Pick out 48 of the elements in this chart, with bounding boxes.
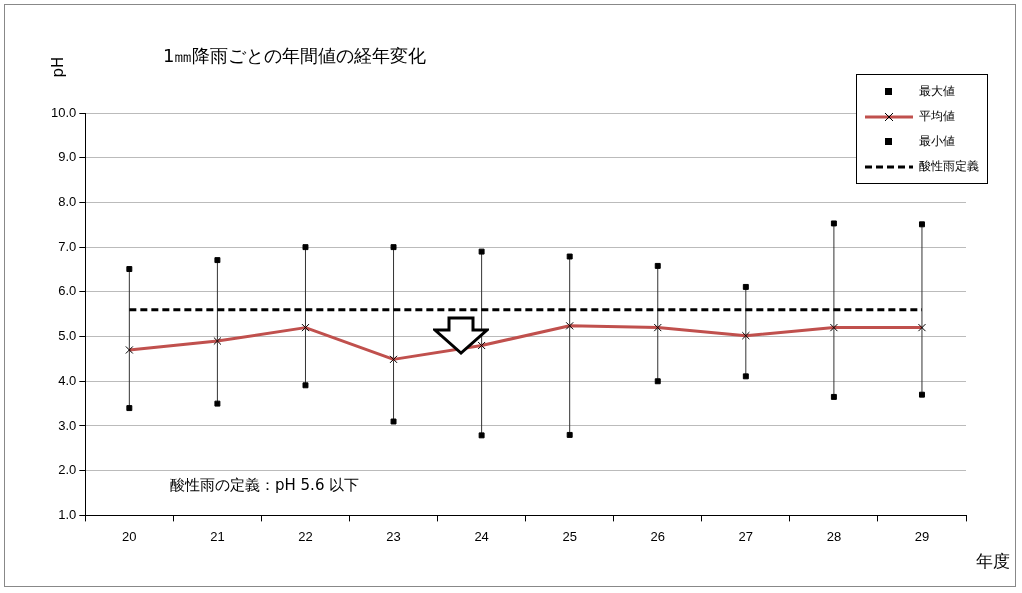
x-tick-label: 21	[210, 528, 225, 544]
x-axis-title: 年度	[976, 550, 1010, 573]
point	[742, 373, 749, 380]
legend-label: 平均値	[919, 108, 955, 125]
y-tick-label: 10.0	[50, 104, 77, 120]
point	[126, 266, 133, 273]
point	[654, 262, 661, 269]
annotation: 酸性雨の定義：pH 5.6 以下	[170, 476, 360, 495]
x-tick-label: 29	[914, 528, 930, 544]
point	[390, 244, 397, 251]
x-tick-label: 24	[474, 528, 489, 544]
point	[302, 382, 309, 389]
x-tick-label: 27	[738, 528, 754, 544]
y-tick-label: 9.0	[58, 149, 77, 165]
x-tick-label: 23	[386, 528, 401, 544]
point	[830, 220, 837, 227]
y-tick-label: 2.0	[58, 462, 77, 478]
chart-title: 1㎜降雨ごとの年間値の経年変化	[163, 44, 427, 68]
point	[478, 248, 485, 255]
y-tick-label: 4.0	[58, 372, 77, 388]
legend-label: 酸性雨定義	[919, 158, 979, 175]
y-tick-label: 5.0	[58, 328, 77, 344]
point	[566, 253, 573, 260]
x-tick-label: 28	[826, 528, 842, 544]
point	[918, 221, 925, 228]
legend-label: 最大値	[919, 83, 955, 100]
legend-label: 最小値	[919, 133, 955, 150]
point	[918, 391, 925, 398]
y-axis-title: pH	[49, 56, 68, 78]
point	[390, 418, 397, 425]
point	[214, 257, 221, 264]
y-tick-label: 3.0	[58, 417, 77, 433]
x-tick-label: 25	[562, 528, 577, 544]
point	[214, 400, 221, 407]
point	[478, 432, 485, 439]
x-tick-label: 22	[298, 528, 313, 544]
point	[126, 405, 133, 412]
point	[566, 431, 573, 438]
point	[830, 393, 837, 400]
x-tick-label: 26	[650, 528, 665, 544]
y-tick-label: 6.0	[58, 283, 77, 299]
point	[654, 378, 661, 385]
point	[302, 244, 309, 251]
y-tick-label: 7.0	[58, 238, 77, 254]
point	[742, 283, 749, 290]
x-tick-label: 20	[122, 528, 137, 544]
y-tick-label: 1.0	[58, 506, 77, 522]
y-tick-label: 8.0	[58, 194, 77, 209]
